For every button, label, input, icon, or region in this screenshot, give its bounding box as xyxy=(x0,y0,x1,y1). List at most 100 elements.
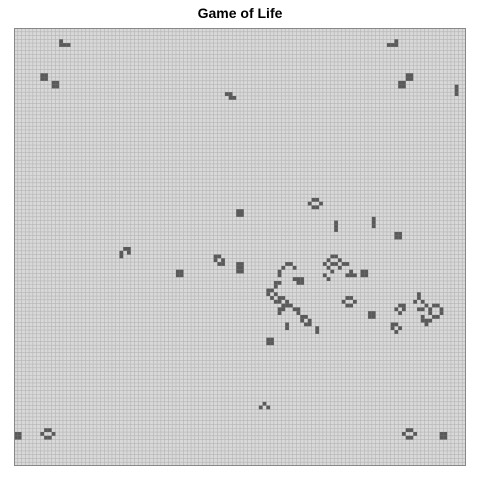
live-cell[interactable] xyxy=(394,39,399,44)
live-cell[interactable] xyxy=(228,92,233,96)
live-cell[interactable] xyxy=(240,269,244,274)
live-cell[interactable] xyxy=(394,322,399,327)
live-cell[interactable] xyxy=(420,318,425,323)
live-cell[interactable] xyxy=(240,262,244,266)
live-cell[interactable] xyxy=(409,73,414,78)
live-cell[interactable] xyxy=(44,435,48,440)
live-cell[interactable] xyxy=(353,273,357,278)
live-cell[interactable] xyxy=(17,435,22,440)
live-cell[interactable] xyxy=(179,273,184,278)
live-cell[interactable] xyxy=(326,258,331,263)
live-cell[interactable] xyxy=(44,73,48,78)
live-cell[interactable] xyxy=(319,201,323,206)
live-cell[interactable] xyxy=(454,92,459,96)
live-cell[interactable] xyxy=(262,401,267,406)
live-cell[interactable] xyxy=(398,80,402,85)
live-cell[interactable] xyxy=(334,220,338,225)
live-cell[interactable] xyxy=(322,262,327,266)
live-cell[interactable] xyxy=(55,80,60,85)
live-cell[interactable] xyxy=(270,337,274,342)
live-cell[interactable] xyxy=(285,299,289,304)
live-cell[interactable] xyxy=(51,84,56,89)
live-cell[interactable] xyxy=(394,235,399,240)
live-cell[interactable] xyxy=(221,262,225,266)
live-cell[interactable] xyxy=(270,341,274,346)
live-cell[interactable] xyxy=(236,269,240,274)
live-cell[interactable] xyxy=(371,220,376,225)
live-cell[interactable] xyxy=(266,288,271,293)
live-cell[interactable] xyxy=(277,269,282,274)
live-cell[interactable] xyxy=(277,311,282,315)
live-cell[interactable] xyxy=(345,296,350,300)
live-cell[interactable] xyxy=(315,330,320,334)
live-cell[interactable] xyxy=(398,326,402,331)
live-cell[interactable] xyxy=(334,254,338,259)
live-cell[interactable] xyxy=(428,311,433,315)
live-cell[interactable] xyxy=(59,43,63,47)
live-cell[interactable] xyxy=(390,322,395,327)
live-cell[interactable] xyxy=(288,303,293,308)
live-cell[interactable] xyxy=(337,265,342,270)
live-cell[interactable] xyxy=(443,435,448,440)
live-cell[interactable] xyxy=(217,254,222,259)
live-cell[interactable] xyxy=(119,254,124,259)
live-cell[interactable] xyxy=(277,273,282,278)
live-cell[interactable] xyxy=(300,280,305,285)
live-cell[interactable] xyxy=(14,432,18,436)
live-cell[interactable] xyxy=(443,432,448,436)
live-cell[interactable] xyxy=(240,213,244,217)
live-cell[interactable] xyxy=(266,292,271,297)
live-cell[interactable] xyxy=(394,307,399,312)
live-cell[interactable] xyxy=(292,277,297,281)
live-cell[interactable] xyxy=(311,205,316,210)
live-cell[interactable] xyxy=(179,269,184,274)
live-cell[interactable] xyxy=(326,265,331,270)
live-cell[interactable] xyxy=(266,341,271,346)
live-cell[interactable] xyxy=(296,307,301,312)
live-cell[interactable] xyxy=(334,262,338,266)
live-cell[interactable] xyxy=(51,432,56,436)
live-cell[interactable] xyxy=(40,77,45,81)
live-cell[interactable] xyxy=(281,296,286,300)
live-cell[interactable] xyxy=(341,299,346,304)
live-cell[interactable] xyxy=(292,307,297,312)
live-cell[interactable] xyxy=(240,265,244,270)
live-cell[interactable] xyxy=(304,314,308,319)
live-cell[interactable] xyxy=(371,216,376,221)
live-cell[interactable] xyxy=(345,303,350,308)
live-cell[interactable] xyxy=(360,273,365,278)
live-cell[interactable] xyxy=(420,314,425,319)
live-cell[interactable] xyxy=(330,262,335,266)
live-cell[interactable] xyxy=(371,311,376,315)
live-cell[interactable] xyxy=(322,273,327,278)
live-cell[interactable] xyxy=(405,428,410,433)
live-cell[interactable] xyxy=(281,265,286,270)
live-cell[interactable] xyxy=(428,307,433,312)
live-cell[interactable] xyxy=(277,296,282,300)
live-cell[interactable] xyxy=(428,318,433,323)
live-cell[interactable] xyxy=(44,428,48,433)
life-grid[interactable] xyxy=(14,28,466,466)
live-cell[interactable] xyxy=(270,296,274,300)
live-cell[interactable] xyxy=(315,326,320,331)
live-cell[interactable] xyxy=(236,209,240,214)
live-cell[interactable] xyxy=(62,43,67,47)
live-cell[interactable] xyxy=(401,303,406,308)
live-cell[interactable] xyxy=(232,95,237,100)
live-cell[interactable] xyxy=(300,277,305,281)
live-cell[interactable] xyxy=(47,435,52,440)
live-cell[interactable] xyxy=(439,435,444,440)
live-cell[interactable] xyxy=(277,307,282,312)
live-cell[interactable] xyxy=(413,299,418,304)
live-cell[interactable] xyxy=(273,299,278,304)
live-cell[interactable] xyxy=(258,405,263,410)
live-cell[interactable] xyxy=(44,77,48,81)
live-cell[interactable] xyxy=(368,311,372,315)
live-cell[interactable] xyxy=(345,262,350,266)
live-cell[interactable] xyxy=(405,435,410,440)
live-cell[interactable] xyxy=(236,265,240,270)
live-cell[interactable] xyxy=(349,273,353,278)
live-cell[interactable] xyxy=(119,250,124,255)
live-cell[interactable] xyxy=(371,314,376,319)
live-cell[interactable] xyxy=(401,432,406,436)
